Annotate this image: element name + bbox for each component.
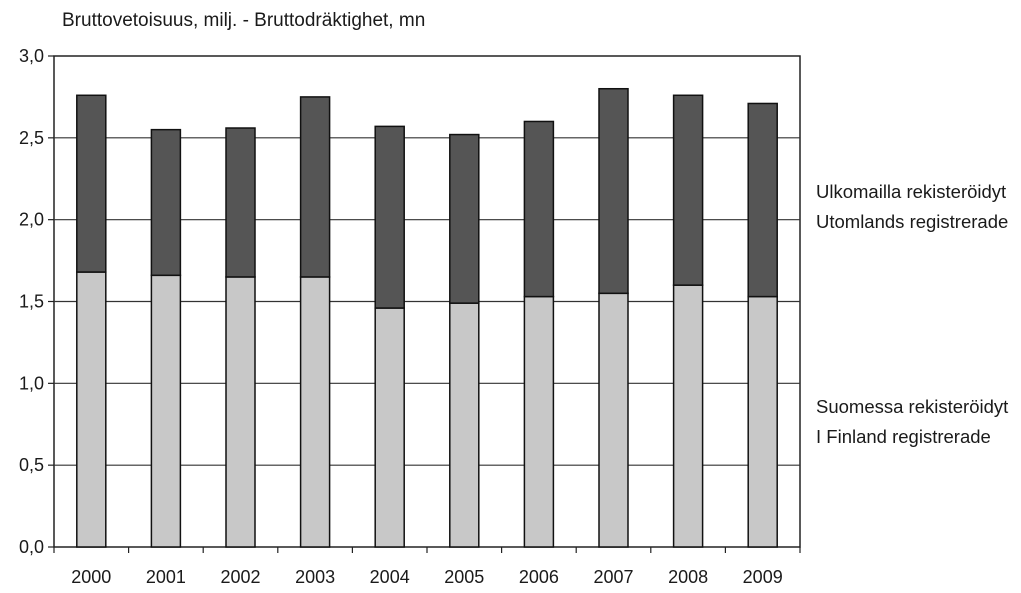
x-tick-label: 2007	[593, 567, 633, 587]
bar-segment-domestic	[672, 284, 704, 548]
legend-label-foreign-line1: Ulkomailla rekisteröidyt	[816, 181, 1007, 202]
bar-segment-domestic	[374, 307, 405, 548]
bar-segment-foreign	[150, 128, 182, 277]
x-tick-label: 2002	[220, 567, 260, 587]
bar-segment-foreign	[299, 96, 331, 278]
x-tick-label: 2006	[519, 567, 559, 587]
x-tick-label: 2001	[146, 567, 186, 587]
bar-segment-foreign	[598, 87, 629, 295]
y-tick-label: 2,0	[19, 210, 44, 230]
bar-segment-foreign	[225, 127, 256, 278]
bar-segment-domestic	[598, 292, 629, 548]
y-tick-label: 3,0	[19, 46, 44, 66]
x-tick-label: 2000	[71, 567, 111, 587]
y-tick-label: 2,5	[19, 128, 44, 148]
bar-segment-foreign	[449, 133, 480, 304]
legend-label-domestic-line2: I Finland registrerade	[816, 426, 991, 447]
x-tick-label: 2009	[743, 567, 783, 587]
y-tick-label: 1,5	[19, 292, 44, 312]
bar-segment-foreign	[672, 94, 704, 286]
bar-segment-domestic	[225, 276, 256, 548]
legend-item-foreign: Ulkomailla rekisteröidyt Utomlands regis…	[816, 177, 1008, 237]
bar-segment-foreign	[76, 94, 107, 273]
legend-item-domestic: Suomessa rekisteröidyt I Finland registr…	[816, 392, 1008, 452]
y-tick-label: 0,5	[19, 455, 44, 475]
x-tick-label: 2005	[444, 567, 484, 587]
chart-title: Bruttovetoisuus, milj. - Bruttodräktighe…	[62, 10, 426, 31]
x-tick-label: 2003	[295, 567, 335, 587]
bar-segment-foreign	[374, 125, 405, 309]
legend-label-domestic-line1: Suomessa rekisteröidyt	[816, 396, 1009, 417]
bar-segment-domestic	[150, 274, 182, 548]
bar-segment-foreign	[747, 102, 778, 298]
bar-segment-domestic	[76, 271, 107, 548]
x-tick-label: 2004	[370, 567, 410, 587]
legend-label-foreign-line2: Utomlands registrerade	[816, 211, 1009, 232]
y-tick-label: 1,0	[19, 373, 44, 393]
bar-segment-domestic	[299, 276, 331, 548]
bar-segment-domestic	[523, 295, 555, 548]
bar-segment-foreign	[523, 120, 555, 298]
bar-segment-domestic	[449, 302, 480, 548]
x-tick-label: 2008	[668, 567, 708, 587]
bar-segment-domestic	[747, 295, 778, 548]
y-tick-label: 0,0	[19, 537, 44, 557]
